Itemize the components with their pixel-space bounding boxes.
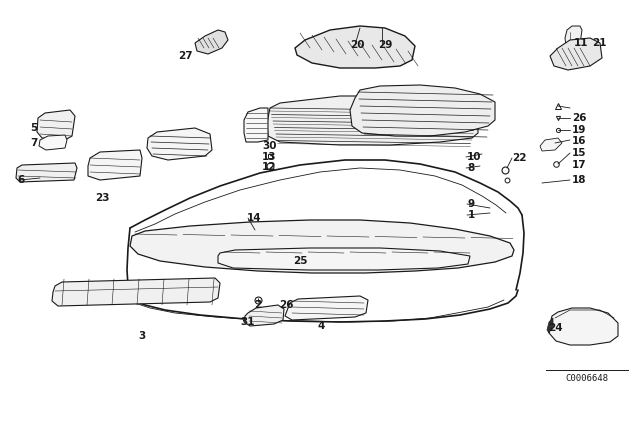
Polygon shape — [565, 26, 582, 47]
Text: 20: 20 — [350, 40, 365, 50]
Text: 15: 15 — [572, 148, 586, 158]
Text: 4: 4 — [318, 321, 325, 331]
Polygon shape — [295, 26, 415, 68]
Text: 31: 31 — [240, 317, 255, 327]
Text: C0006648: C0006648 — [566, 374, 609, 383]
Polygon shape — [547, 318, 553, 333]
Polygon shape — [147, 128, 212, 160]
Text: 14: 14 — [247, 213, 262, 223]
Polygon shape — [267, 96, 478, 145]
Text: 12: 12 — [262, 162, 276, 172]
Text: 17: 17 — [572, 160, 587, 170]
Text: 5: 5 — [30, 123, 37, 133]
Polygon shape — [285, 296, 368, 320]
Text: 25: 25 — [293, 256, 307, 266]
Polygon shape — [88, 150, 142, 180]
Polygon shape — [39, 135, 67, 150]
Polygon shape — [16, 163, 77, 182]
Polygon shape — [195, 30, 228, 54]
Polygon shape — [244, 108, 268, 142]
Text: 30: 30 — [262, 141, 276, 151]
Polygon shape — [218, 248, 470, 270]
Polygon shape — [549, 308, 618, 345]
Text: 24: 24 — [548, 323, 563, 333]
Polygon shape — [52, 278, 220, 306]
Text: 16: 16 — [572, 136, 586, 146]
Text: 23: 23 — [95, 193, 109, 203]
Polygon shape — [540, 138, 562, 151]
Polygon shape — [130, 220, 514, 273]
Text: 22: 22 — [512, 153, 527, 163]
Text: 8: 8 — [467, 163, 474, 173]
Text: 9: 9 — [468, 199, 475, 209]
Text: 18: 18 — [572, 175, 586, 185]
Polygon shape — [37, 110, 75, 140]
Text: 21: 21 — [592, 38, 607, 48]
Text: 10: 10 — [467, 152, 481, 162]
Text: 3: 3 — [138, 331, 145, 341]
Polygon shape — [550, 38, 602, 70]
Text: 27: 27 — [179, 51, 193, 61]
Text: 26: 26 — [279, 300, 294, 310]
Text: 13: 13 — [262, 152, 276, 162]
Text: 2: 2 — [254, 300, 261, 310]
Polygon shape — [244, 305, 284, 326]
Polygon shape — [350, 85, 495, 136]
Text: 6: 6 — [17, 175, 24, 185]
Text: 1: 1 — [468, 210, 476, 220]
Text: 26: 26 — [572, 113, 586, 123]
Text: 19: 19 — [572, 125, 586, 135]
Text: 11: 11 — [574, 38, 589, 48]
Text: 7: 7 — [30, 138, 37, 148]
Text: 29: 29 — [378, 40, 392, 50]
